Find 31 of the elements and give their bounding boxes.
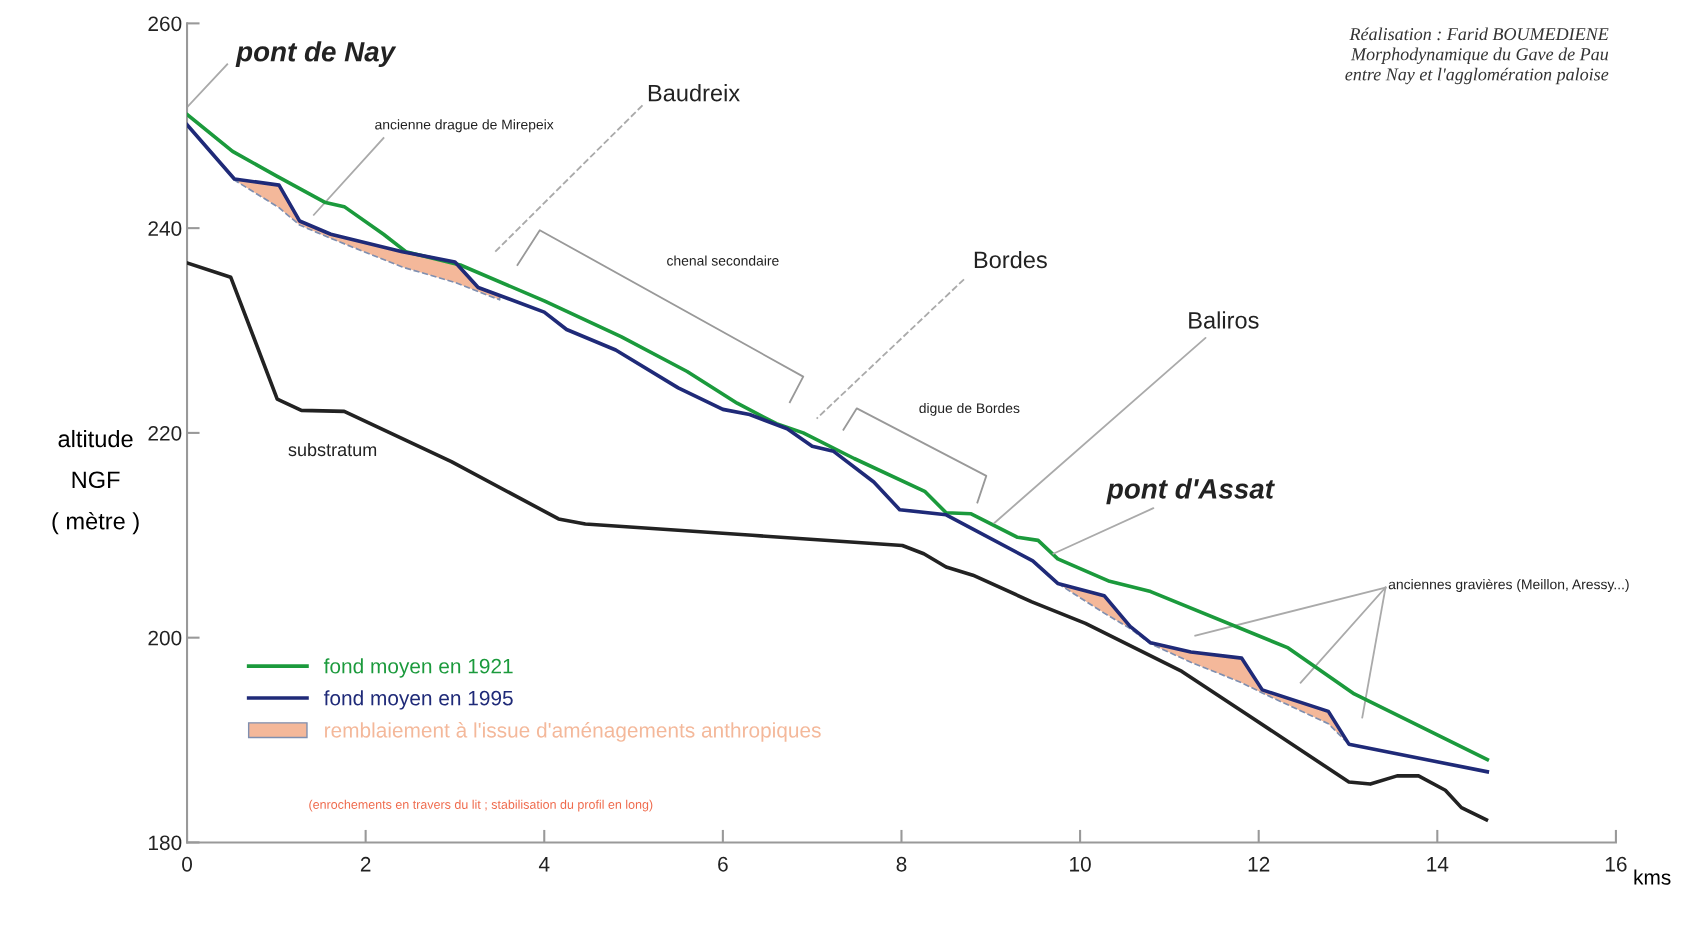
annotation: anciennes gravières (Meillon, Aressy...) <box>1388 578 1629 593</box>
x-tick-label: 10 <box>1070 856 1091 872</box>
annotation: substratum <box>288 442 377 457</box>
y-axis-title: altitude NGF ( mètre ) <box>52 429 139 535</box>
y-tick-label: 240 <box>148 221 182 236</box>
x-tick-label: 12 <box>1248 856 1270 872</box>
annotation: Bordes <box>974 250 1047 269</box>
x-axis-title: kms <box>1634 869 1671 885</box>
annotation: Baudreix <box>648 84 740 102</box>
annotation: pont de Nay <box>235 41 397 68</box>
annotation: Réalisation : Farid BOUMEDIENE Morphodynamique du Gave de Pau entre Nay et l'agglomération paloise <box>1345 27 1609 85</box>
annotation: Baliros <box>1189 311 1259 329</box>
annotation: digue de Bordes <box>919 402 1020 416</box>
annotation: (enrochements en travers du lit ; stabilisation du profil en long) <box>309 799 653 812</box>
annotation: pont d'Assat <box>1106 478 1275 505</box>
legend-label: fond moyen en 1921 <box>323 658 513 678</box>
y-tick-label: 220 <box>148 425 182 441</box>
legend-label: fond moyen en 1995 <box>323 690 513 710</box>
annotation: ancienne drague de Mirepeix <box>375 119 554 133</box>
x-tick-label: 2 <box>360 856 371 872</box>
x-tick-label: 8 <box>896 856 907 872</box>
y-tick-label: 180 <box>149 835 182 851</box>
y-tick-label: 260 <box>148 16 182 32</box>
x-tick-label: 16 <box>1605 856 1627 872</box>
x-tick-label: 0 <box>182 856 193 872</box>
x-tick-label: 6 <box>718 856 728 872</box>
x-tick-label: 4 <box>538 857 550 872</box>
annotation: chenal secondaire <box>667 255 779 266</box>
y-tick-label: 200 <box>148 630 182 646</box>
x-tick-label: 14 <box>1427 857 1449 872</box>
legend-label: remblaiement à l'issue d'aménagements anthropiques <box>325 722 821 742</box>
